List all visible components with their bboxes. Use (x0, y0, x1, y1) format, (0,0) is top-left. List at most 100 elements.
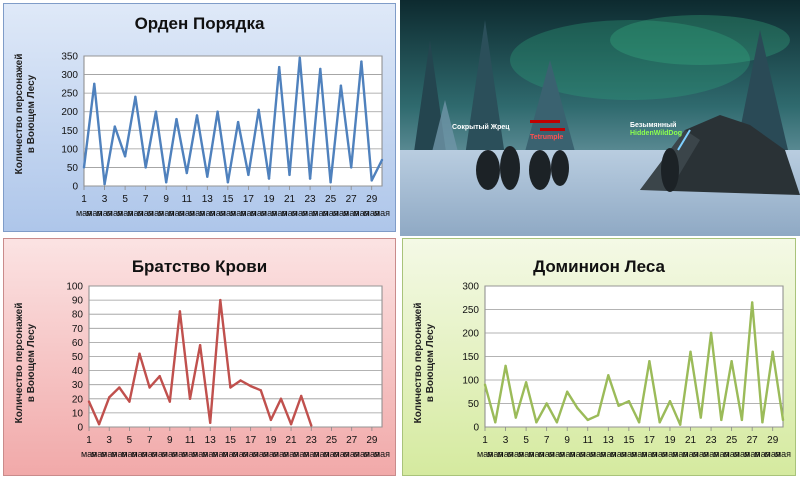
data-point (247, 173, 250, 177)
data-point (535, 421, 538, 424)
x-tick-sublabel: мая (590, 449, 606, 459)
y-tick-label: 40 (72, 366, 84, 377)
x-tick-sublabel: мая (693, 449, 709, 459)
data-point (236, 120, 240, 124)
x-tick-sublabel: мая (364, 208, 380, 218)
data-point (720, 418, 723, 422)
x-tick-sublabel: мая (172, 449, 188, 459)
data-point (494, 421, 497, 424)
x-tick-sublabel: мая (91, 449, 107, 459)
data-point (771, 350, 774, 353)
data-point (195, 114, 199, 117)
x-tick-sublabel: мая (283, 449, 299, 459)
data-point (370, 179, 373, 182)
y-tick-label: 60 (72, 338, 84, 349)
x-tick-sublabel: мая (111, 449, 127, 459)
x-tick-sublabel: мая (713, 449, 729, 459)
data-point (319, 67, 322, 71)
x-tick-sublabel: мая (765, 449, 781, 459)
data-point (239, 379, 242, 382)
x-tick-sublabel: мая (121, 449, 137, 459)
x-tick-sublabel: мая (611, 449, 627, 459)
x-tick-label: 27 (346, 435, 358, 446)
x-tick-sublabel: мая (220, 208, 236, 218)
data-point (216, 110, 219, 113)
x-tick-sublabel: мая (631, 449, 647, 459)
y-tick-label: 10 (72, 408, 84, 419)
data-point (298, 56, 301, 60)
chart-title: Братство Крови (131, 257, 268, 276)
x-tick-sublabel: мая (199, 208, 215, 218)
x-tick-sublabel: мая (580, 449, 596, 459)
x-tick-sublabel: мая (148, 208, 164, 218)
x-tick-sublabel: мая (162, 449, 178, 459)
data-point (308, 177, 312, 180)
x-tick-label: 13 (205, 435, 217, 446)
y-tick-label: 300 (61, 70, 78, 81)
y-tick-label: 300 (462, 282, 479, 293)
data-point (209, 421, 212, 424)
x-tick-sublabel: мая (263, 449, 279, 459)
x-tick-sublabel: мая (313, 449, 329, 459)
data-point (524, 381, 528, 384)
x-tick-sublabel: мая (333, 208, 349, 218)
game-screenshot: Сокрытый Жрец Безымянный HiddenWildDog T… (400, 0, 800, 236)
y-tick-label: 200 (462, 329, 479, 340)
y-tick-label: 50 (72, 352, 84, 363)
x-tick-sublabel: мая (261, 208, 277, 218)
x-tick-sublabel: мая (528, 449, 544, 459)
x-tick-sublabel: мая (293, 449, 309, 459)
x-tick-sublabel: мая (682, 449, 698, 459)
x-tick-label: 25 (325, 194, 337, 205)
data-point (329, 181, 332, 184)
data-point (144, 166, 147, 169)
x-tick-label: 29 (366, 435, 378, 446)
x-tick-sublabel: мая (334, 449, 350, 459)
x-tick-sublabel: мая (652, 449, 668, 459)
x-tick-sublabel: мая (271, 208, 287, 218)
chart-panel-blood: Братство Крови Количество персонажей в В… (3, 238, 396, 476)
data-point (339, 84, 343, 87)
y-tick-label: 20 (72, 394, 84, 405)
data-point (267, 177, 271, 180)
data-point (380, 158, 384, 162)
chart-panel-dominion: Доминион Леса Количество персонажей в Во… (402, 238, 796, 476)
x-tick-label: 7 (147, 435, 153, 446)
data-point (128, 400, 131, 403)
data-point (278, 65, 281, 69)
x-tick-label: 27 (346, 194, 358, 205)
x-tick-label: 13 (603, 435, 615, 446)
y-tick-label: 0 (473, 423, 479, 434)
x-tick-sublabel: мая (343, 208, 359, 218)
x-tick-label: 3 (503, 435, 509, 446)
x-tick-label: 27 (747, 435, 759, 446)
data-point (596, 414, 600, 417)
x-tick-sublabel: мая (518, 449, 534, 459)
x-tick-label: 23 (306, 435, 318, 446)
y-tick-label: 250 (462, 305, 479, 316)
x-tick-sublabel: мая (243, 449, 259, 459)
data-point (93, 82, 96, 86)
data-point (637, 421, 641, 424)
series-line (82, 56, 384, 186)
x-tick-sublabel: мая (724, 449, 740, 459)
data-point (188, 397, 192, 400)
x-tick-sublabel: мая (498, 449, 514, 459)
x-tick-sublabel: мая (253, 449, 269, 459)
x-tick-label: 3 (106, 435, 112, 446)
x-tick-label: 11 (185, 435, 196, 446)
data-point (97, 422, 101, 426)
x-tick-sublabel: мая (210, 208, 226, 218)
data-point (740, 418, 744, 422)
data-point (198, 344, 202, 347)
x-tick-sublabel: мая (202, 449, 218, 459)
x-tick-sublabel: мая (127, 208, 143, 218)
y-tick-label: 150 (462, 352, 479, 363)
x-tick-sublabel: мая (549, 449, 565, 459)
x-tick-sublabel: мая (744, 449, 760, 459)
x-tick-label: 21 (286, 435, 298, 446)
data-point (178, 310, 182, 313)
data-point (229, 386, 232, 389)
x-tick-sublabel: мая (354, 449, 370, 459)
